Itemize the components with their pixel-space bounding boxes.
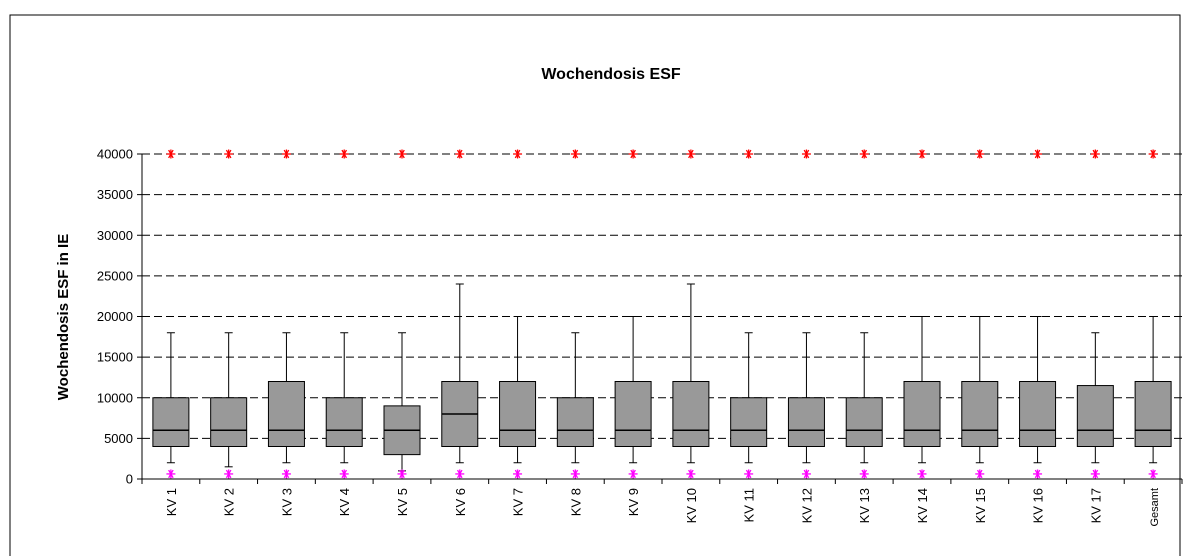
- min-marker: [917, 469, 927, 479]
- min-marker: [570, 469, 580, 479]
- y-tick-label: 25000: [97, 268, 133, 283]
- box: [730, 397, 768, 447]
- min-marker: [744, 469, 754, 479]
- max-marker: [686, 149, 696, 159]
- y-tick-label: 10000: [97, 390, 133, 405]
- max-marker: [339, 149, 349, 159]
- min-marker: [339, 469, 349, 479]
- x-tick-label: KV 6: [453, 488, 468, 516]
- x-tick-label: KV 7: [511, 488, 526, 516]
- max-marker: [1033, 149, 1043, 159]
- min-marker: [455, 469, 465, 479]
- min-marker: [1148, 469, 1158, 479]
- min-marker: [686, 469, 696, 479]
- box: [961, 381, 999, 447]
- max-marker: [513, 149, 523, 159]
- min-marker: [281, 469, 291, 479]
- box: [556, 397, 594, 447]
- x-tick-label: KV 10: [684, 488, 699, 523]
- x-tick-label: KV 13: [857, 488, 872, 523]
- box: [210, 397, 248, 447]
- max-marker: [859, 149, 869, 159]
- x-tick-label: Gesamt: [1149, 488, 1161, 527]
- boxes: [152, 149, 1172, 479]
- max-marker: [570, 149, 580, 159]
- y-tick-label: 5000: [104, 431, 133, 446]
- box: [267, 381, 305, 447]
- x-tick-label: KV 11: [742, 488, 757, 522]
- box: [672, 381, 710, 447]
- box: [614, 381, 652, 447]
- max-marker: [917, 149, 927, 159]
- x-tick-label: KV 14: [915, 488, 930, 523]
- chart-frame: [9, 14, 1181, 556]
- box: [152, 397, 190, 447]
- max-marker: [628, 149, 638, 159]
- y-tick-label: 0: [126, 472, 133, 487]
- max-marker: [1148, 149, 1158, 159]
- y-tick-label: 40000: [97, 147, 133, 162]
- max-marker: [166, 149, 176, 159]
- min-marker: [1090, 469, 1100, 479]
- box: [499, 381, 537, 447]
- max-marker: [975, 149, 985, 159]
- min-marker: [513, 469, 523, 479]
- y-tick-label: 35000: [97, 187, 133, 202]
- box: [845, 397, 883, 447]
- min-marker: [397, 469, 407, 479]
- min-marker: [1033, 469, 1043, 479]
- max-marker: [397, 149, 407, 159]
- x-tick-label: KV 16: [1031, 488, 1046, 523]
- box: [787, 397, 825, 447]
- max-marker: [455, 149, 465, 159]
- box: [325, 397, 363, 447]
- box: [903, 381, 941, 447]
- x-tick-label: KV 12: [799, 488, 814, 523]
- min-marker: [628, 469, 638, 479]
- min-marker: [975, 469, 985, 479]
- x-tick-label: KV 9: [626, 488, 641, 516]
- y-tick-labels: 0 5000 10000 15000 20000 25000 30000 35000 40000: [97, 147, 142, 487]
- min-marker: [224, 469, 234, 479]
- x-tick-label: KV 5: [395, 488, 410, 516]
- x-tick-label: KV 15: [973, 488, 988, 523]
- x-tick-label: KV 4: [337, 488, 352, 516]
- max-marker: [744, 149, 754, 159]
- max-marker: [281, 149, 291, 159]
- box: [1076, 385, 1114, 447]
- x-tick-label: KV 8: [568, 488, 583, 516]
- x-tick-label: KV 1: [164, 488, 179, 516]
- y-tick-label: 30000: [97, 228, 133, 243]
- y-tick-label: 15000: [97, 350, 133, 365]
- min-marker: [166, 469, 176, 479]
- x-tick-labels: KV 1 KV 2 KV 3 KV 4 KV 5 KV 6 KV 7 KV 8 KV 9 KV 1…: [141, 479, 1183, 527]
- y-tick-label: 20000: [97, 309, 133, 324]
- box: [1134, 381, 1172, 447]
- x-tick-label: KV 2: [222, 488, 237, 516]
- chart-title: Wochendosis ESF: [541, 66, 681, 83]
- min-marker: [801, 469, 811, 479]
- x-tick-label: KV 3: [279, 488, 294, 516]
- max-marker: [224, 149, 234, 159]
- min-marker: [859, 469, 869, 479]
- gridlines: [142, 153, 1182, 439]
- max-marker: [1090, 149, 1100, 159]
- x-tick-label: KV 17: [1088, 488, 1103, 523]
- max-marker: [801, 149, 811, 159]
- box: [1019, 381, 1057, 447]
- y-axis-label: Wochendosis ESF in IE: [55, 234, 72, 400]
